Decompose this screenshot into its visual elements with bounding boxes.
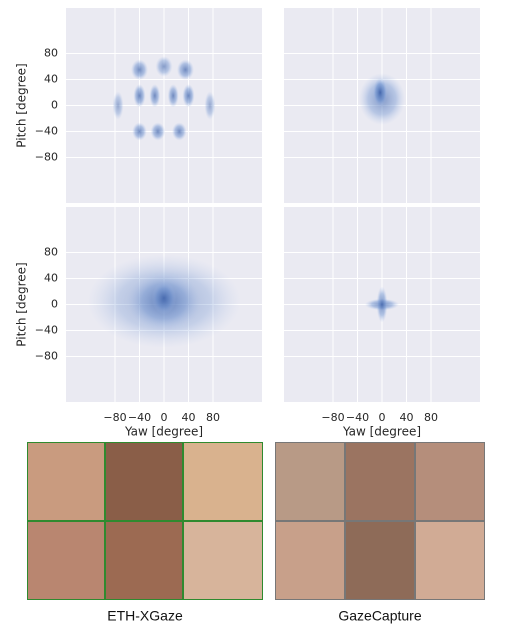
x-tick-label: −40 [346,411,369,424]
density-blob [168,84,179,107]
y-tick-label: −80 [35,350,58,363]
photo-grid-right [275,442,485,600]
x-axis-label: Yaw [degree] [342,425,421,439]
y-tick-label: 0 [51,298,58,311]
y-axis-label: Pitch [degree] [15,262,29,346]
caption: ETH-XGaze [107,608,183,624]
x-tick-label: 80 [424,411,438,424]
x-tick-label: 0 [379,411,386,424]
y-tick-label: 0 [51,99,58,112]
density [359,73,406,125]
density-blob [131,59,148,80]
x-tick-label: 80 [206,411,220,424]
y-tick-label: 80 [44,246,58,259]
figure: ETH-XGaze GazeCapture 80400−40−80Pitch [… [0,0,509,627]
y-tick-label: 40 [44,272,58,285]
x-axis-label: Yaw [degree] [124,425,203,439]
x-tick-label: −40 [128,411,151,424]
density-blob [376,286,387,322]
density-blob [149,84,160,107]
density-blob [177,59,194,80]
density-blob [113,91,124,120]
y-axis-label: Pitch [degree] [15,63,29,147]
density [87,254,240,348]
density-blob [373,78,388,107]
density-blob [132,122,147,140]
density-blob [155,56,172,77]
y-tick-label: −80 [35,151,58,164]
y-tick-label: −40 [35,125,58,138]
density-blob [172,122,187,140]
photo-grid-left [27,442,263,600]
density-blob [204,91,215,120]
x-tick-label: 40 [182,411,196,424]
y-tick-label: 80 [44,47,58,60]
x-tick-label: 0 [161,411,168,424]
y-tick-label: −40 [35,324,58,337]
caption: GazeCapture [338,608,421,624]
density-blob [182,84,194,107]
x-tick-label: −80 [103,411,126,424]
density-blob [133,84,145,107]
x-tick-label: −80 [321,411,344,424]
y-tick-label: 40 [44,73,58,86]
density-blob [151,122,166,140]
density-blob [152,282,177,315]
x-tick-label: 40 [400,411,414,424]
